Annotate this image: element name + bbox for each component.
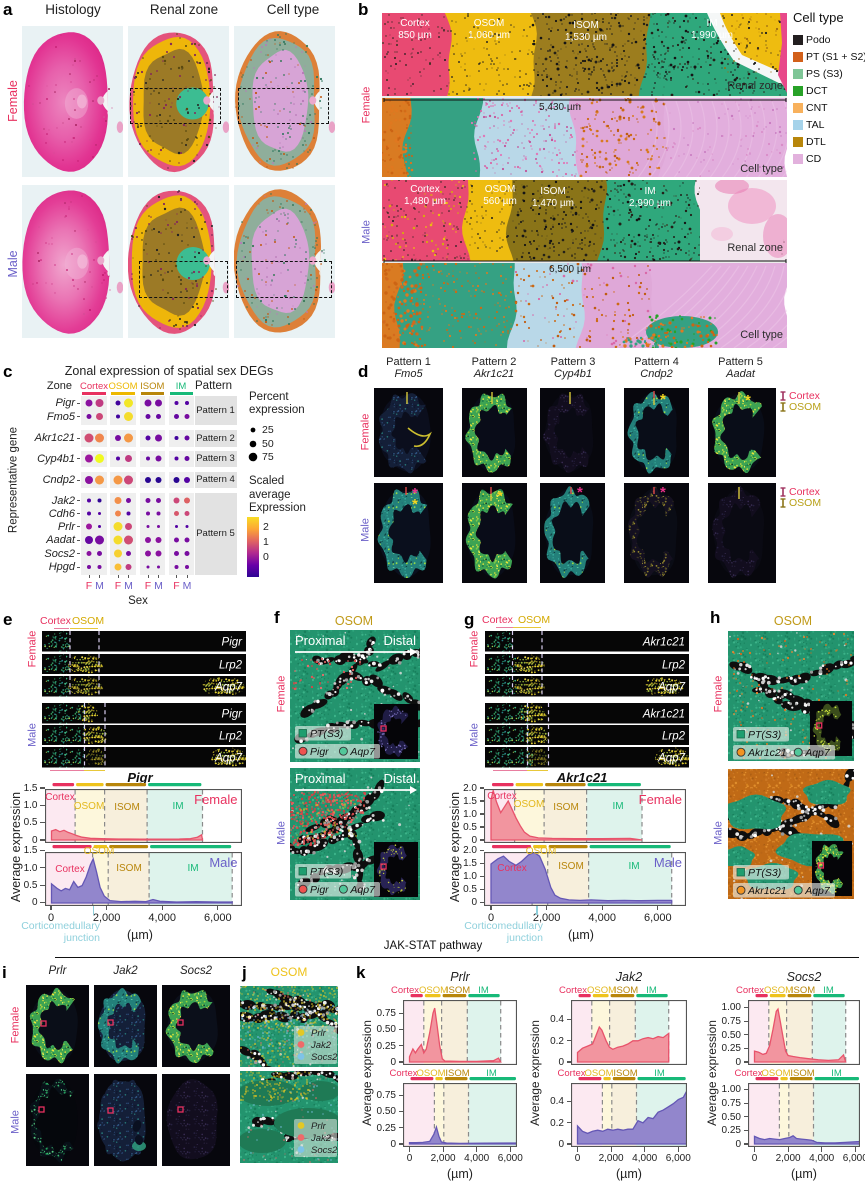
svg-text:Akr1c21: Akr1c21 xyxy=(641,708,684,720)
svg-text:Aqp7: Aqp7 xyxy=(349,746,376,758)
svg-text:Pigr: Pigr xyxy=(310,746,329,758)
svg-text:Lrp2: Lrp2 xyxy=(661,730,685,742)
svg-text:Lrp2: Lrp2 xyxy=(218,730,242,742)
svg-text:Lrp2: Lrp2 xyxy=(218,659,242,671)
svg-text:*: * xyxy=(497,488,503,505)
svg-text:Aqp7: Aqp7 xyxy=(214,753,242,765)
svg-text:*: * xyxy=(745,392,751,409)
svg-text:*: * xyxy=(412,485,418,502)
svg-text:*: * xyxy=(660,391,666,408)
svg-text:Lrp2: Lrp2 xyxy=(661,659,685,671)
svg-text:*: * xyxy=(577,484,583,501)
svg-text:*: * xyxy=(660,484,666,501)
svg-text:Distal: Distal xyxy=(383,633,416,648)
svg-text:PT(S3): PT(S3) xyxy=(310,728,343,740)
svg-text:Pigr: Pigr xyxy=(221,636,243,648)
svg-text:Aqp7: Aqp7 xyxy=(657,682,685,694)
svg-text:*: * xyxy=(412,496,418,513)
svg-text:Pigr: Pigr xyxy=(221,708,243,720)
svg-text:Aqp7: Aqp7 xyxy=(657,753,685,765)
svg-text:Akr1c21: Akr1c21 xyxy=(641,636,684,648)
svg-text:Aqp7: Aqp7 xyxy=(214,682,242,694)
svg-text:Proximal: Proximal xyxy=(295,633,346,648)
